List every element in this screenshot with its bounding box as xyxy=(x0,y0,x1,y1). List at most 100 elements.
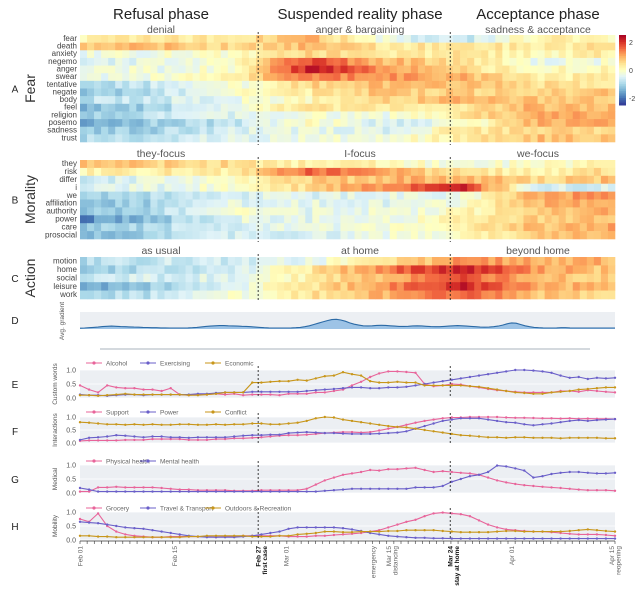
series-point xyxy=(242,423,245,426)
heatmap-cell xyxy=(502,175,510,184)
heatmap-cell xyxy=(502,73,510,82)
heatmap-cell xyxy=(481,103,489,112)
series-point xyxy=(523,391,526,395)
series-point xyxy=(341,432,345,435)
heatmap-cell xyxy=(291,65,299,74)
heatmap-cell xyxy=(298,50,306,59)
heatmap-cell xyxy=(164,215,172,224)
series-point xyxy=(314,417,317,420)
heatmap-cell xyxy=(340,265,348,275)
heatmap-cell xyxy=(446,223,454,232)
series-point xyxy=(223,437,227,441)
row-label: power xyxy=(55,214,77,223)
heatmap-cell xyxy=(263,207,271,216)
heatmap-cell xyxy=(572,126,581,135)
colorbar-step xyxy=(619,92,626,95)
heatmap-cell xyxy=(199,42,208,51)
heatmap-cell xyxy=(143,175,151,184)
heatmap-cell xyxy=(326,96,334,105)
heatmap-cell xyxy=(453,35,461,43)
panel-letter: D xyxy=(11,316,18,327)
series-point xyxy=(196,490,200,493)
colorbar-step xyxy=(619,84,626,87)
series-point xyxy=(595,537,599,540)
heatmap-cell xyxy=(284,88,292,97)
series-point xyxy=(613,376,617,379)
heatmap-cell xyxy=(291,167,299,177)
series-point xyxy=(359,386,363,389)
heatmap-cell xyxy=(157,35,165,43)
heatmap-cell xyxy=(270,282,278,291)
heatmap-cell xyxy=(305,35,313,43)
heatmap-cell xyxy=(481,80,489,89)
series-point xyxy=(106,523,109,526)
series-point xyxy=(514,436,517,439)
heatmap-cell xyxy=(375,111,383,120)
heatmap-cell xyxy=(157,183,165,192)
heatmap-cell xyxy=(572,265,581,275)
heatmap-cell xyxy=(495,88,503,97)
heatmap-cell xyxy=(509,282,517,291)
heatmap-cell xyxy=(361,50,369,59)
y-tick-label: 1.0 xyxy=(66,463,76,470)
series-point xyxy=(559,390,562,393)
heatmap-cell xyxy=(227,282,236,291)
heatmap-cell xyxy=(263,167,271,177)
heatmap-cell xyxy=(241,65,250,74)
heatmap-cell xyxy=(509,103,517,112)
heatmap-cell xyxy=(509,57,517,66)
heatmap-cell xyxy=(115,231,123,240)
heatmap-cell xyxy=(600,50,609,59)
heatmap-cell xyxy=(607,42,616,51)
heatmap-cell xyxy=(213,191,222,200)
heatmap-cell xyxy=(544,215,552,224)
series-point xyxy=(178,488,181,491)
heatmap-cell xyxy=(382,126,391,135)
heatmap-cell xyxy=(185,215,193,224)
heatmap-cell xyxy=(481,35,489,43)
heatmap-cell xyxy=(108,160,116,169)
heatmap-cell xyxy=(333,88,341,97)
series-point xyxy=(532,476,535,479)
heatmap-cell xyxy=(551,282,559,291)
series-point xyxy=(432,422,435,425)
series-point xyxy=(523,416,526,419)
heatmap-cell xyxy=(354,103,362,112)
heatmap-cell xyxy=(537,88,545,97)
heatmap-cell xyxy=(326,42,334,51)
series-point xyxy=(196,535,200,538)
series-point xyxy=(568,389,571,393)
heatmap-cell xyxy=(593,73,602,82)
heatmap-cell xyxy=(157,119,165,128)
heatmap-cell xyxy=(178,57,186,66)
heatmap-cell xyxy=(347,35,355,43)
heatmap-cell xyxy=(270,111,278,120)
heatmap-cell xyxy=(87,290,95,300)
heatmap-cell xyxy=(213,119,222,128)
heatmap-cell xyxy=(157,42,165,51)
heatmap-cell xyxy=(136,57,144,66)
heatmap-cell xyxy=(382,65,391,74)
heatmap-cell xyxy=(460,134,468,143)
line-panel-E: 0.00.51.0E Custom words Alcohol Exercising E… xyxy=(12,361,617,405)
heatmap-cell xyxy=(495,223,503,232)
heatmap-cell xyxy=(453,183,461,192)
heatmap-cell xyxy=(368,257,376,266)
series-point xyxy=(541,392,544,395)
legend-marker xyxy=(211,361,215,365)
heatmap-cell xyxy=(122,215,130,224)
heatmap-cell xyxy=(150,191,158,200)
heatmap-cell xyxy=(87,207,95,216)
legend-marker xyxy=(92,459,96,463)
heatmap-cell xyxy=(115,80,123,89)
heatmap-cell xyxy=(319,134,327,143)
heatmap-cell xyxy=(284,273,292,283)
series-point xyxy=(87,439,91,442)
heatmap-cell xyxy=(87,160,95,169)
heatmap-cell xyxy=(241,57,250,66)
colorbar-step xyxy=(619,98,626,101)
heatmap-cell xyxy=(241,290,250,300)
series-point xyxy=(106,490,109,493)
heatmap-cell xyxy=(600,80,609,89)
row-label: differ xyxy=(59,175,77,184)
